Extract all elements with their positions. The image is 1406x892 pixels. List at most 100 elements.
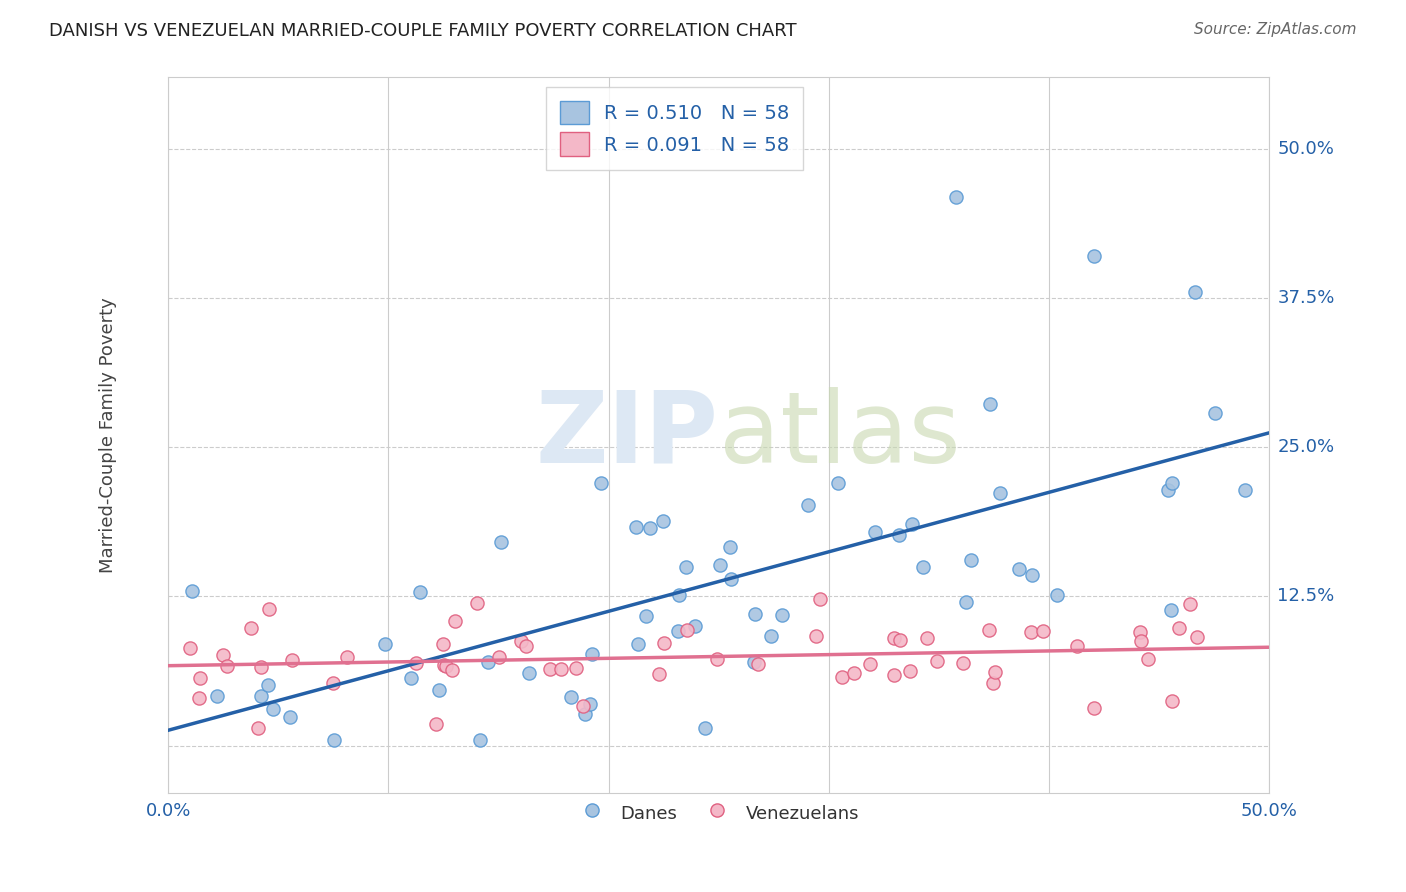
Point bbox=[278, 710, 301, 724]
Point bbox=[844, 666, 866, 681]
Point bbox=[1234, 483, 1257, 497]
Legend: Danes, Venezuelans: Danes, Venezuelans bbox=[568, 790, 870, 834]
Point bbox=[744, 655, 766, 669]
Point bbox=[883, 668, 905, 682]
Point bbox=[988, 486, 1011, 500]
Point bbox=[257, 602, 280, 616]
Point bbox=[911, 560, 934, 574]
Point bbox=[323, 732, 346, 747]
Point bbox=[488, 650, 510, 665]
Point bbox=[858, 657, 880, 672]
Point bbox=[683, 619, 706, 633]
Point bbox=[441, 663, 464, 677]
Point bbox=[747, 657, 769, 671]
Text: 12.5%: 12.5% bbox=[1278, 588, 1334, 606]
Point bbox=[1008, 562, 1031, 576]
Point bbox=[409, 584, 432, 599]
Point bbox=[831, 670, 853, 684]
Point bbox=[1021, 568, 1043, 582]
Point bbox=[432, 637, 454, 651]
Point bbox=[1185, 630, 1208, 644]
Point bbox=[720, 572, 742, 586]
Point bbox=[666, 624, 689, 638]
Point bbox=[1083, 249, 1105, 263]
Point bbox=[1168, 622, 1191, 636]
Point bbox=[239, 621, 262, 635]
Point bbox=[188, 690, 211, 705]
Point bbox=[889, 528, 911, 542]
Point bbox=[718, 541, 741, 555]
Point bbox=[581, 647, 603, 661]
Text: 25.0%: 25.0% bbox=[1278, 438, 1334, 457]
Point bbox=[898, 665, 921, 679]
Point bbox=[517, 665, 540, 680]
Point bbox=[257, 678, 280, 692]
Point bbox=[1129, 634, 1152, 648]
Point bbox=[979, 624, 1001, 638]
Point bbox=[1160, 603, 1182, 617]
Point bbox=[205, 689, 228, 703]
Point bbox=[465, 596, 488, 610]
Point bbox=[927, 654, 949, 668]
Point bbox=[676, 623, 699, 637]
Point bbox=[550, 662, 572, 676]
Point bbox=[401, 671, 423, 685]
Point bbox=[215, 659, 238, 673]
Point bbox=[634, 609, 657, 624]
Point bbox=[945, 190, 967, 204]
Point bbox=[405, 656, 427, 670]
Point bbox=[901, 517, 924, 532]
Text: atlas: atlas bbox=[718, 387, 960, 483]
Point bbox=[591, 476, 613, 491]
Point bbox=[1160, 476, 1182, 491]
Point bbox=[652, 635, 675, 649]
Point bbox=[322, 676, 344, 690]
Point bbox=[810, 592, 832, 607]
Point bbox=[1178, 597, 1201, 611]
Point bbox=[572, 698, 595, 713]
Point bbox=[434, 659, 457, 673]
Point bbox=[1032, 624, 1054, 639]
Text: 37.5%: 37.5% bbox=[1278, 289, 1334, 307]
Point bbox=[917, 631, 939, 645]
Point bbox=[433, 658, 456, 673]
Point bbox=[1046, 588, 1069, 602]
Point bbox=[1161, 694, 1184, 708]
Point bbox=[804, 630, 827, 644]
Point bbox=[262, 702, 284, 716]
Point bbox=[1083, 701, 1105, 715]
Point bbox=[1021, 625, 1043, 640]
Text: DANISH VS VENEZUELAN MARRIED-COUPLE FAMILY POVERTY CORRELATION CHART: DANISH VS VENEZUELAN MARRIED-COUPLE FAMI… bbox=[49, 22, 797, 40]
Point bbox=[984, 665, 1007, 679]
Point bbox=[797, 498, 820, 512]
Point bbox=[709, 558, 731, 573]
Point bbox=[560, 690, 582, 705]
Point bbox=[336, 650, 359, 665]
Point bbox=[249, 660, 271, 674]
Point bbox=[444, 614, 467, 628]
Point bbox=[509, 633, 531, 648]
Point bbox=[579, 697, 602, 711]
Text: Married-Couple Family Poverty: Married-Couple Family Poverty bbox=[98, 298, 117, 574]
Point bbox=[695, 721, 717, 735]
Point bbox=[180, 584, 202, 599]
Point bbox=[668, 588, 690, 602]
Point bbox=[959, 553, 981, 567]
Point bbox=[1137, 652, 1160, 666]
Point bbox=[648, 667, 671, 681]
Point bbox=[489, 534, 512, 549]
Point bbox=[863, 525, 886, 540]
Point bbox=[675, 560, 697, 574]
Point bbox=[1066, 639, 1088, 653]
Point bbox=[1204, 405, 1226, 419]
Point bbox=[188, 671, 211, 685]
Point bbox=[1157, 483, 1180, 497]
Point bbox=[979, 397, 1001, 411]
Point bbox=[574, 707, 596, 722]
Point bbox=[538, 662, 561, 676]
Text: Source: ZipAtlas.com: Source: ZipAtlas.com bbox=[1194, 22, 1357, 37]
Point bbox=[952, 657, 974, 671]
Point bbox=[515, 639, 537, 653]
Point bbox=[179, 640, 201, 655]
Point bbox=[1129, 624, 1152, 639]
